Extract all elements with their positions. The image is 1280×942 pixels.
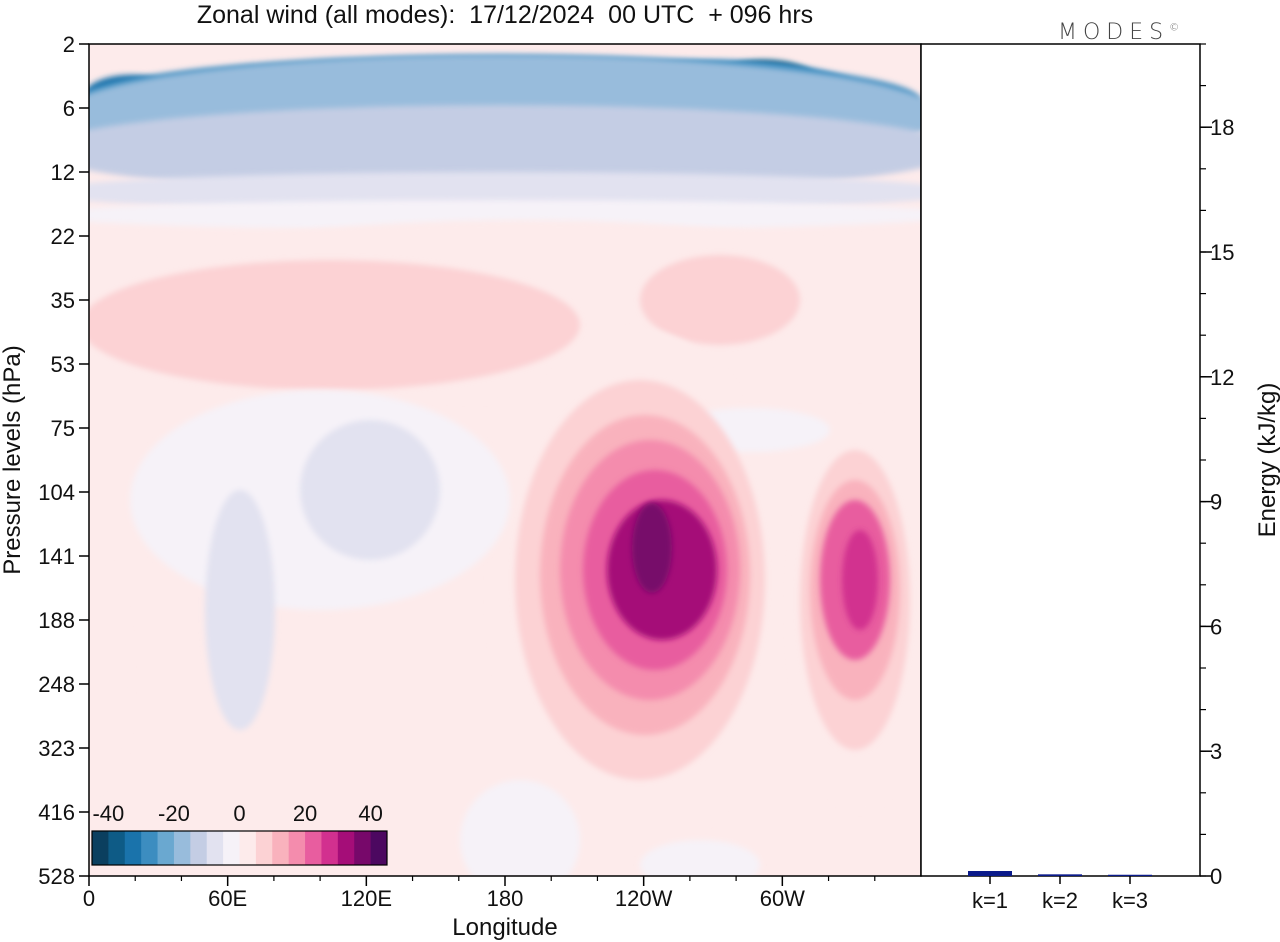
y-tick-label: 248 [38, 672, 75, 697]
energy-frame [920, 43, 1201, 877]
modes-logo: MODES© [1058, 20, 1179, 45]
x-tick-label: 0 [83, 886, 95, 911]
energy-panel: 0 3 6 9 12 15 18 k=1 k=2 k=3 [920, 43, 1234, 913]
colorbar-swatch [239, 831, 257, 865]
colorbar-swatch [288, 831, 306, 865]
y-tick-label: 528 [38, 864, 75, 889]
x-tick-label: 120E [341, 886, 392, 911]
y-tick-label: 323 [38, 736, 75, 761]
x-tick-label: 180 [487, 886, 524, 911]
contour-region-21 [640, 840, 760, 876]
colorbar-swatch [141, 831, 159, 865]
contour-region-17 [300, 420, 440, 560]
energy-y-tick-label: 15 [1210, 240, 1234, 265]
y-tick-label: 188 [38, 608, 75, 633]
colorbar-tick-label: 0 [233, 801, 245, 826]
colorbar-swatch [337, 831, 355, 865]
colorbar-swatch [223, 831, 240, 865]
energy-bar-k=2 [1038, 874, 1082, 876]
y-tick-label: 2 [63, 32, 75, 57]
x-tick-label: 60W [760, 886, 805, 911]
colorbar-swatch [157, 831, 175, 865]
energy-category-label: k=2 [1042, 888, 1078, 913]
contour-region-7 [89, 105, 921, 195]
y-tick-label: 416 [38, 800, 75, 825]
colorbar-tick-label: -20 [158, 801, 190, 826]
colorbar-swatch [370, 831, 388, 865]
colorbar-swatch [272, 831, 290, 865]
energy-category-label: k=3 [1112, 888, 1148, 913]
colorbar-swatch [92, 831, 109, 865]
energy-y-tick-label: 9 [1210, 490, 1222, 515]
colorbar-swatch [255, 831, 273, 865]
energy-y-tick-label: 12 [1210, 365, 1234, 390]
colorbar-swatch [206, 831, 224, 865]
colorbar-tick-label: 40 [358, 801, 382, 826]
contour-region-18 [205, 490, 275, 730]
y-tick-label: 35 [51, 288, 75, 313]
heatmap-panel [89, 44, 921, 876]
energy-y-tick-label: 18 [1210, 115, 1234, 140]
heatmap-axes: 2 6 12 22 35 53 75 104 141 188 248 323 416 528 0 60E 120… [38, 32, 922, 911]
y-axis-title: Pressure levels (hPa) [0, 345, 26, 574]
colorbar-swatch [305, 831, 322, 865]
x-tick-label: 120W [615, 886, 673, 911]
energy-category-label: k=1 [972, 888, 1008, 913]
colorbar-swatch [173, 831, 191, 865]
y-tick-label: 53 [51, 352, 75, 377]
x-axis-title: Longitude [452, 914, 557, 941]
energy-bar-k=1 [968, 871, 1012, 876]
energy-bar-k=3 [1108, 874, 1152, 876]
energy-y-tick-label: 3 [1210, 739, 1222, 764]
logo-text: MODES [1058, 20, 1170, 45]
contour-region-27 [632, 503, 672, 593]
y-tick-label: 104 [38, 480, 75, 505]
y-tick-label: 75 [51, 416, 75, 441]
energy-y-tick-label: 6 [1210, 614, 1222, 639]
y-tick-label: 141 [38, 544, 75, 569]
energy-axis-title: Energy (kJ/kg) [1254, 383, 1280, 538]
x-tick-label: 60E [208, 886, 247, 911]
copyright-mark: © [1169, 22, 1180, 34]
colorbar-swatch [124, 831, 142, 865]
y-tick-label: 6 [63, 96, 75, 121]
contour-region-12 [640, 255, 800, 345]
y-tick-label: 12 [51, 160, 75, 185]
colorbar-swatch [321, 831, 339, 865]
colorbar-swatch [354, 831, 372, 865]
contour-region-15 [89, 560, 130, 800]
contour-region-11 [89, 260, 580, 390]
colorbar-tick-label: -40 [92, 801, 124, 826]
colorbar-frame [91, 830, 388, 866]
y-tick-label: 22 [51, 224, 75, 249]
contour-region-9 [89, 200, 921, 230]
colorbar-swatch [190, 831, 208, 865]
colorbar-tick-label: 20 [293, 801, 317, 826]
contour-region-20 [460, 780, 580, 876]
colorbar: -40 -20 0 20 40 [91, 801, 388, 866]
energy-y-tick-label: 0 [1210, 864, 1222, 889]
colorbar-swatch [108, 831, 126, 865]
chart-title: Zonal wind (all modes): 17/12/2024 00 UT… [196, 1, 814, 29]
contour-region-31 [842, 530, 878, 630]
